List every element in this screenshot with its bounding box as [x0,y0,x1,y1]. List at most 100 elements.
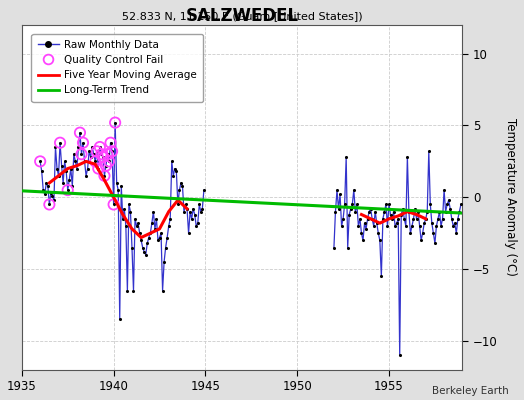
Point [184,230,193,236]
Point [56,140,64,146]
Point [417,237,425,244]
Point [454,216,462,222]
Point [409,216,418,222]
Point [43,183,52,189]
Point [108,148,116,154]
Point [386,211,395,218]
Point [186,208,194,215]
Point [437,223,445,229]
Point [172,168,181,175]
Point [94,165,103,172]
Point [86,154,95,160]
Point [373,220,381,226]
Point [383,223,391,229]
Point [379,216,387,222]
Point [419,230,427,236]
Point [36,158,45,164]
Point [354,223,363,229]
Point [391,223,399,229]
Point [344,244,352,251]
Point [439,216,447,222]
Point [177,180,185,186]
Point [114,187,123,193]
Point [353,201,361,208]
Point [141,252,150,258]
Point [110,201,118,208]
Point [97,151,105,158]
Point [74,144,83,150]
Point [102,162,110,169]
Point [171,165,179,172]
Point [380,208,389,215]
Point [169,172,178,179]
Point [45,201,53,208]
Point [455,208,464,215]
Point [83,165,92,172]
Point [345,211,353,218]
Point [106,140,115,146]
Point [111,120,119,126]
Point [446,206,454,212]
Point [389,208,398,215]
Point [457,201,465,208]
Point [120,206,128,212]
Point [166,216,174,222]
Point [396,352,404,358]
Point [93,148,101,154]
Point [192,223,200,229]
Point [421,216,430,222]
Point [423,208,431,215]
Point [341,201,349,208]
Point [63,187,72,193]
Point [67,165,75,172]
Point [388,216,396,222]
Point [118,216,127,222]
Point [163,234,171,241]
Point [154,237,162,244]
Point [428,220,436,226]
Point [405,208,413,215]
Point [39,187,48,193]
Point [148,220,156,226]
Point [105,158,113,164]
Point [452,230,461,236]
Point [97,151,105,158]
Point [175,187,183,193]
Point [48,193,57,199]
Point [125,201,133,208]
Point [106,140,115,146]
Point [333,187,341,193]
Point [117,183,125,189]
Point [100,172,108,179]
Point [113,180,121,186]
Point [60,158,69,164]
Point [449,223,457,229]
Point [435,208,444,215]
Point [339,216,347,222]
Point [195,201,203,208]
Point [102,162,110,169]
Point [73,165,81,172]
Point [414,208,422,215]
Point [181,201,190,208]
Point [440,187,448,193]
Point [416,223,424,229]
Text: Berkeley Earth: Berkeley Earth [432,386,508,396]
Point [424,148,433,154]
Point [392,220,401,226]
Point [62,168,70,175]
Point [361,220,369,226]
Point [356,216,364,222]
Point [160,259,168,265]
Point [337,223,346,229]
Point [53,165,61,172]
Point [99,154,107,160]
Point [350,187,358,193]
Point [128,244,136,251]
Point [432,223,441,229]
Point [133,223,141,229]
Point [196,208,205,215]
Point [420,220,429,226]
Point [68,183,77,189]
Point [368,216,376,222]
